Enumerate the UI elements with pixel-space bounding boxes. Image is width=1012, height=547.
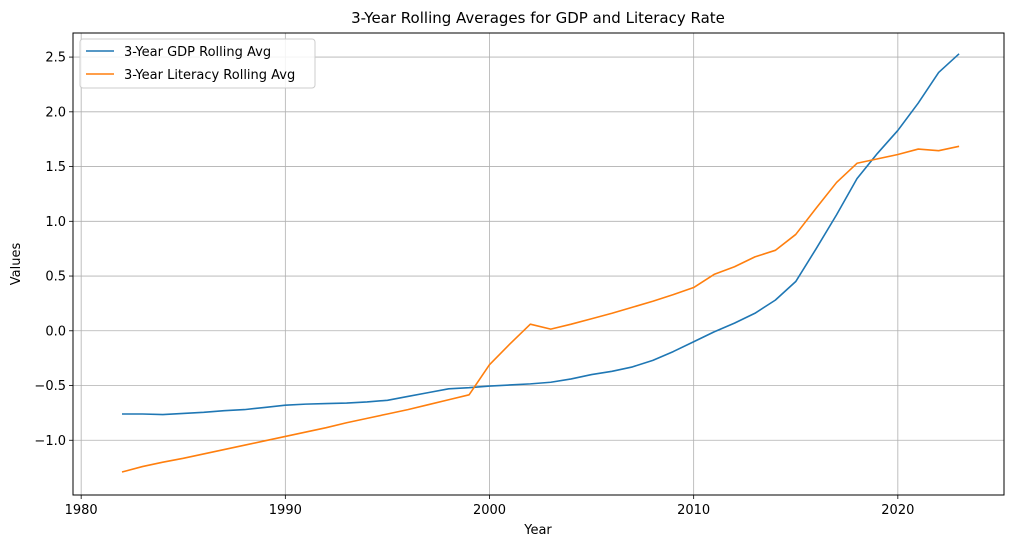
- y-tick-label: 1.0: [45, 215, 66, 230]
- x-tick-label: 2010: [677, 503, 710, 518]
- y-axis-label: Values: [9, 243, 24, 286]
- x-tick-label: 1990: [269, 503, 302, 518]
- x-axis: 1980 1990 2000 2010 2020: [65, 495, 914, 518]
- x-axis-label: Year: [523, 523, 552, 538]
- chart-title: 3-Year Rolling Averages for GDP and Lite…: [351, 9, 725, 27]
- series-line-1: [121, 145, 960, 473]
- y-tick-label: 1.5: [45, 160, 66, 175]
- y-tick-label: 0.5: [45, 270, 66, 285]
- legend-label-gdp: 3-Year GDP Rolling Avg: [124, 45, 271, 60]
- legend: 3-Year GDP Rolling Avg 3-Year Literacy R…: [79, 38, 316, 89]
- legend-label-literacy: 3-Year Literacy Rolling Avg: [124, 68, 295, 83]
- grid: [73, 33, 1004, 495]
- plot-frame: [72, 32, 1005, 496]
- x-tick-label: 2020: [881, 503, 914, 518]
- y-tick-label: 2.5: [45, 51, 66, 66]
- series-lines: [121, 53, 960, 473]
- y-tick-label: 2.0: [45, 105, 66, 120]
- legend-box: [79, 38, 316, 89]
- y-axis: −1.0 −0.5 0.0 0.5 1.0 1.5 2.0 2.5: [34, 51, 73, 449]
- y-tick-label: −1.0: [34, 434, 66, 449]
- x-tick-label: 2000: [473, 503, 506, 518]
- y-tick-label: 0.0: [45, 324, 66, 339]
- series-line-0: [122, 53, 960, 416]
- y-tick-label: −0.5: [34, 379, 66, 394]
- x-tick-label: 1980: [65, 503, 98, 518]
